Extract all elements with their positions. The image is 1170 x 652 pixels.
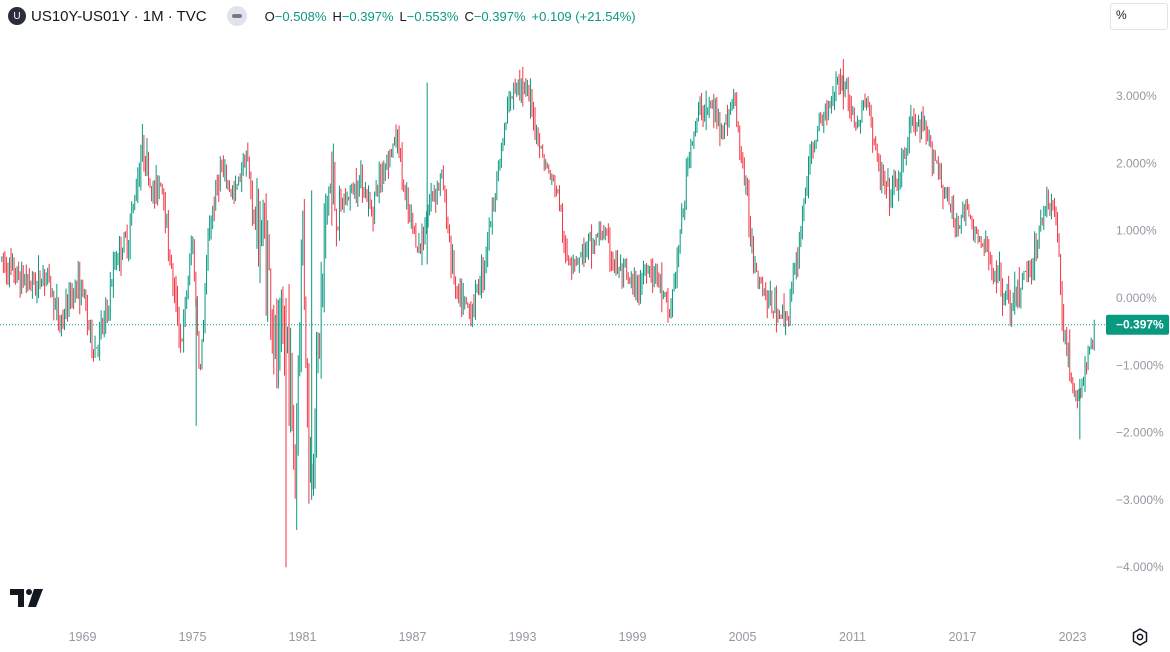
price-change: +0.109 (+21.54%): [531, 8, 636, 24]
eye-icon[interactable]: [226, 6, 247, 26]
price-axis: 3.000% 2.000% 1.000% 0.000% −1.000% −2.000% −3…: [1116, 89, 1164, 574]
symbol-title[interactable]: US10Y-US01Y · 1M · TVC: [31, 7, 207, 25]
settings-gear-icon[interactable]: [1130, 627, 1150, 652]
unit-selector[interactable]: %: [1110, 3, 1168, 30]
tradingview-logo-icon[interactable]: [10, 588, 46, 613]
x-tick-label: 2005: [729, 630, 757, 644]
x-tick-label: 1981: [289, 630, 317, 644]
symbol-logo-icon[interactable]: U: [8, 7, 26, 25]
x-tick-label: 1993: [509, 630, 537, 644]
x-tick-label: 1969: [69, 630, 97, 644]
ohlc-close: C−0.397%: [464, 8, 526, 24]
y-tick-label: −2.000%: [1116, 426, 1164, 440]
ohlc-high: H−0.397%: [332, 8, 394, 24]
last-price-label: −0.397%: [1116, 318, 1164, 332]
y-tick-label: −1.000%: [1116, 358, 1164, 372]
x-tick-label: 1975: [179, 630, 207, 644]
ohlc-open: O−0.508%: [264, 8, 327, 24]
x-tick-label: 2017: [949, 630, 977, 644]
y-tick-label: −4.000%: [1116, 560, 1164, 574]
y-tick-label: 3.000%: [1116, 89, 1157, 103]
last-price-tag: −0.397%: [1106, 314, 1169, 335]
y-tick-label: 0.000%: [1116, 291, 1157, 305]
y-tick-label: −3.000%: [1116, 493, 1164, 507]
y-tick-label: 1.000%: [1116, 224, 1157, 238]
time-axis: 1969 1975 1981 1987 1993 1999 2005 2011 2017 2023: [69, 630, 1087, 644]
chart-legend: U US10Y-US01Y · 1M · TVC O−0.508% H−0.39…: [8, 5, 640, 27]
x-tick-label: 2011: [839, 630, 866, 644]
y-tick-label: 2.000%: [1116, 156, 1157, 170]
x-tick-label: 1987: [399, 630, 427, 644]
x-tick-label: 2023: [1059, 630, 1087, 644]
candles-layer: [1, 59, 1095, 568]
x-tick-label: 1999: [619, 630, 647, 644]
ohlc-low: L−0.553%: [399, 8, 459, 24]
